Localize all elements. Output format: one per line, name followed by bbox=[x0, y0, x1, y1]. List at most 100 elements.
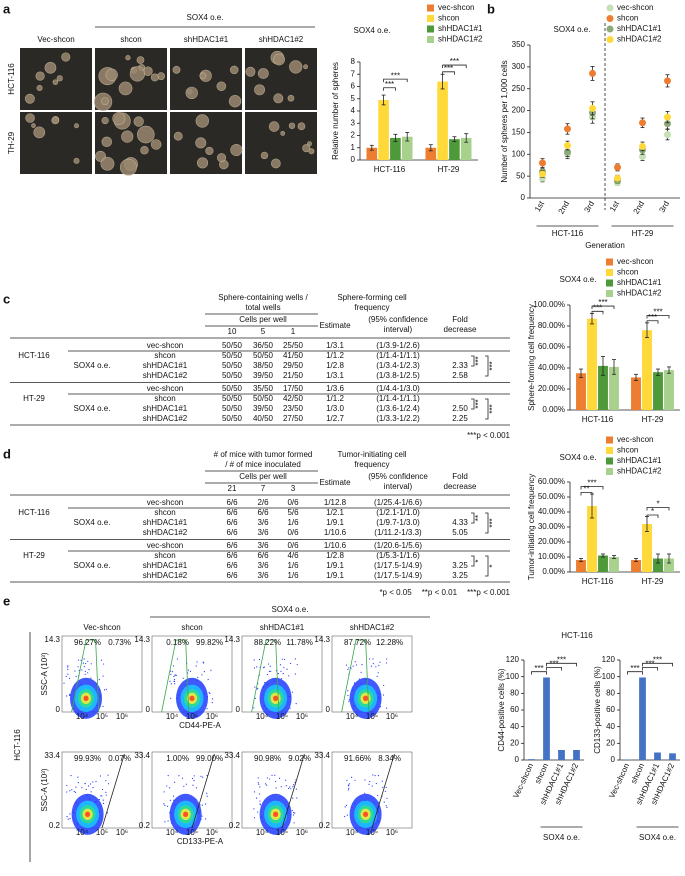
event bbox=[90, 663, 92, 665]
bar bbox=[639, 677, 646, 760]
significance-label: * bbox=[474, 559, 483, 562]
event bbox=[171, 671, 174, 673]
x-tick-label: 10⁶ bbox=[386, 712, 398, 721]
event bbox=[294, 673, 296, 675]
event bbox=[83, 666, 85, 668]
y-tick-label: 14.3 bbox=[314, 635, 330, 644]
significance-label: *** bbox=[385, 80, 394, 89]
significance-bracket bbox=[646, 514, 659, 518]
x-tick-label: HT-29 bbox=[438, 165, 460, 174]
table-cell: 1/12.8 bbox=[324, 498, 347, 507]
legend-marker bbox=[427, 36, 434, 43]
significance-label: *** bbox=[598, 298, 607, 307]
table-cell: 1/3.1 bbox=[326, 341, 344, 350]
event bbox=[66, 815, 68, 818]
table-cell: 1/3.0 bbox=[326, 404, 344, 413]
event bbox=[208, 691, 210, 694]
y-tick-label: 0.2 bbox=[139, 821, 151, 830]
bar bbox=[401, 136, 413, 160]
event bbox=[181, 777, 184, 779]
y-tick-label: 20 bbox=[606, 738, 615, 747]
event bbox=[210, 669, 212, 671]
event bbox=[293, 811, 295, 814]
table-cell: 3.25 bbox=[452, 571, 468, 580]
event bbox=[253, 791, 256, 793]
sphere bbox=[118, 81, 133, 96]
y-tick-label: 50.00% bbox=[538, 492, 565, 501]
sphere bbox=[280, 130, 286, 136]
point bbox=[539, 170, 546, 178]
event bbox=[85, 662, 87, 665]
event bbox=[375, 666, 377, 668]
event bbox=[169, 680, 171, 682]
significance-label: *** bbox=[444, 64, 453, 73]
event bbox=[372, 774, 374, 776]
table-header: frequency bbox=[354, 460, 389, 469]
table-cell: 3/6 bbox=[257, 561, 269, 570]
event bbox=[278, 777, 281, 779]
event bbox=[369, 658, 371, 660]
table-cell: 6/6 bbox=[257, 551, 269, 560]
significance-label: *** bbox=[474, 356, 483, 365]
event bbox=[67, 665, 69, 667]
x-tick-label: Vec-shcon bbox=[511, 762, 535, 800]
point bbox=[639, 119, 646, 127]
sphere bbox=[121, 130, 134, 143]
y-axis-label: Number of spheres per 1,000 cells bbox=[500, 60, 509, 182]
table-cell: 42/50 bbox=[283, 394, 304, 403]
sphere bbox=[33, 126, 46, 139]
event bbox=[85, 788, 87, 791]
bar bbox=[631, 560, 641, 572]
x-tick-label: 10⁵ bbox=[366, 828, 378, 837]
table-cell: 50/50 bbox=[222, 341, 243, 350]
significance-label: ** bbox=[583, 485, 589, 494]
event bbox=[355, 664, 358, 666]
event bbox=[206, 795, 208, 797]
sphere bbox=[129, 66, 145, 82]
event bbox=[259, 786, 261, 788]
y-tick-label: 33.4 bbox=[134, 751, 150, 760]
event bbox=[285, 785, 287, 787]
bar bbox=[609, 366, 619, 410]
event bbox=[163, 803, 165, 805]
legend-marker bbox=[427, 25, 434, 33]
gate-percent: 91.66% bbox=[344, 754, 371, 763]
table-cell: 0/6 bbox=[287, 528, 299, 537]
point bbox=[639, 142, 646, 150]
sphere bbox=[287, 94, 295, 102]
table-cell: 50/50 bbox=[253, 394, 274, 403]
y-tick-label: 60 bbox=[510, 705, 519, 714]
table-cell: 41/50 bbox=[283, 351, 304, 360]
event bbox=[66, 791, 68, 793]
event bbox=[257, 811, 259, 813]
event bbox=[102, 705, 104, 707]
sphere bbox=[125, 55, 131, 61]
x-tick-label: 10⁶ bbox=[296, 828, 308, 837]
chart-label: SOX4 o.e. bbox=[560, 453, 597, 462]
bar bbox=[378, 99, 389, 160]
legend-marker bbox=[606, 447, 613, 454]
event bbox=[166, 785, 168, 787]
legend-marker bbox=[606, 4, 614, 12]
significance-bracket bbox=[471, 398, 475, 410]
gate-percent: 0.07% bbox=[108, 754, 131, 763]
legend-marker bbox=[606, 436, 613, 444]
y-tick-label: 20.00% bbox=[538, 384, 565, 393]
y-tick-label: 0 bbox=[351, 155, 356, 164]
sphere bbox=[101, 136, 112, 148]
significance-label: * bbox=[656, 500, 659, 509]
event bbox=[348, 785, 350, 787]
event bbox=[173, 675, 175, 678]
significance-label: ** bbox=[474, 515, 483, 521]
significance-bracket bbox=[627, 671, 643, 675]
table-cell: 50/50 bbox=[253, 351, 274, 360]
event bbox=[259, 800, 261, 802]
event bbox=[378, 664, 380, 667]
point bbox=[664, 131, 671, 139]
event bbox=[370, 665, 373, 667]
event bbox=[204, 803, 207, 805]
legend-marker bbox=[606, 36, 614, 43]
event bbox=[287, 787, 290, 790]
table-header: 3 bbox=[291, 484, 296, 493]
x-axis-label: CD44-PE-A bbox=[179, 721, 221, 730]
